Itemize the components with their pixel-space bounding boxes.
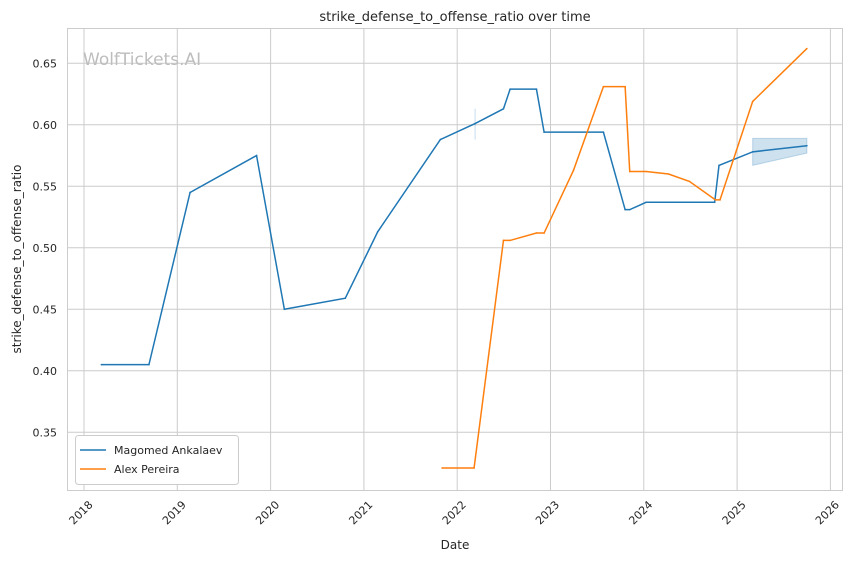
data-point [100, 363, 103, 366]
y-tick-labels: 0.35 0.40 0.45 0.50 0.55 0.60 0.65 [33, 57, 58, 439]
plot-area [67, 28, 843, 491]
x-tick-label: 2020 [253, 498, 282, 527]
data-point [645, 170, 647, 173]
data-point [628, 170, 631, 173]
y-tick-label: 0.65 [33, 57, 58, 70]
x-tick-label: 2022 [440, 498, 469, 527]
watermark: WolfTickets.AI [83, 50, 201, 70]
legend-box [75, 435, 239, 485]
y-tick-label: 0.50 [33, 242, 58, 255]
legend: Magomed Ankalaev Alex Pereira [75, 435, 239, 485]
data-point [667, 173, 670, 175]
y-tick-label: 0.60 [33, 119, 58, 132]
data-point [713, 201, 716, 204]
data-point [474, 122, 476, 125]
data-point [473, 467, 475, 469]
x-tick-label: 2019 [160, 498, 189, 527]
data-point [806, 144, 808, 147]
data-point [376, 231, 379, 233]
chart-title: strike_defense_to_offense_ratio over tim… [319, 10, 590, 25]
legend-label: Alex Pereira [114, 463, 180, 476]
y-tick-label: 0.35 [33, 426, 58, 439]
data-point [714, 199, 717, 201]
y-tick-label: 0.55 [33, 180, 58, 193]
data-point [509, 239, 511, 242]
grid [68, 29, 842, 490]
legend-label: Magomed Ankalaev [114, 444, 223, 457]
x-tick-label: 2024 [626, 498, 655, 527]
data-point [602, 131, 605, 133]
data-point [645, 201, 647, 204]
data-point [439, 138, 442, 141]
x-tick-label: 2021 [346, 498, 375, 527]
data-point [543, 131, 545, 133]
y-axis-label: strike_defense_to_offense_ratio [10, 165, 24, 354]
data-point [344, 297, 347, 300]
x-tick-label: 2023 [533, 498, 562, 527]
data-point [283, 308, 286, 311]
data-point [255, 154, 258, 157]
data-point [148, 363, 150, 366]
data-point [719, 199, 721, 201]
x-tick-label: 2026 [813, 498, 842, 527]
data-point [543, 232, 545, 234]
data-point [535, 232, 538, 234]
data-point [751, 100, 754, 103]
data-point [628, 208, 631, 211]
y-tick-label: 0.40 [33, 365, 58, 378]
series-lines [100, 47, 808, 469]
x-tick-label: 2018 [67, 498, 96, 527]
data-point [502, 239, 505, 242]
y-tick-label: 0.45 [33, 303, 58, 316]
x-axis-label: Date [441, 538, 470, 552]
x-tick-labels: 2018 2019 2020 2021 2022 2023 2024 2025 2026 [67, 498, 842, 527]
data-point [806, 47, 808, 50]
data-point [509, 88, 511, 90]
data-point [189, 191, 191, 194]
data-point [602, 85, 605, 88]
data-point [751, 151, 754, 153]
data-point [502, 108, 505, 110]
data-point [688, 180, 691, 183]
data-point [572, 169, 575, 172]
data-point [624, 85, 626, 88]
data-point [535, 88, 538, 90]
data-point [441, 467, 443, 469]
data-point [624, 208, 626, 211]
data-point [718, 164, 720, 167]
confidence-band [752, 137, 808, 167]
x-tick-label: 2025 [720, 498, 749, 527]
